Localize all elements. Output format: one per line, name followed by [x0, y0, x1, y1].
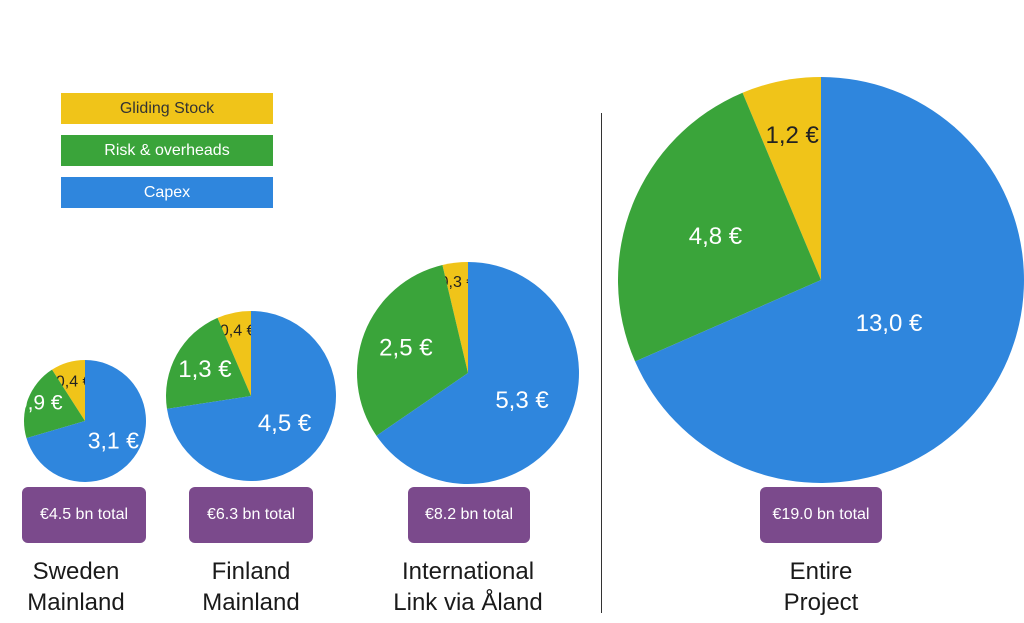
pie-slice-label: 13,0 €: [856, 310, 923, 337]
total-badge-international: €8.2 bn total: [408, 487, 530, 543]
pie-slice-risk-overheads: [618, 92, 821, 362]
pie-slice-label: 2,5 €: [379, 334, 433, 361]
legend-risk-overheads: Risk & overheads: [61, 135, 273, 166]
pie-slice-risk-overheads: [166, 317, 251, 409]
pie-slice-gliding-stock: [742, 77, 821, 280]
pie-slice-label: 0,4 €: [220, 322, 256, 339]
chart-name-line2: Project: [783, 589, 859, 616]
pie-slice-label: 0,9 €: [16, 391, 63, 414]
pie-slice-capex: [376, 262, 580, 485]
chart-name-line1: International: [401, 558, 535, 585]
pie-slice-label: 4,8 €: [689, 223, 743, 250]
total-badge-finland: €6.3 bn total: [189, 487, 313, 543]
chart-name-sweden: Sweden Mainland: [0, 556, 186, 618]
pie-slice-gliding-stock: [52, 360, 85, 421]
chart-name-line1: Sweden: [32, 558, 120, 585]
legend-capex: Capex: [61, 177, 273, 208]
chart-name-line1: Entire: [789, 558, 853, 585]
chart-name-line2: Mainland: [27, 589, 125, 616]
pie-slice-capex: [26, 360, 146, 482]
chart-name-finland: Finland Mainland: [141, 556, 361, 618]
pie-slice-label: 0,3 €: [440, 274, 476, 291]
pie-slice-capex: [166, 311, 336, 481]
total-badge-entire: €19.0 bn total: [760, 487, 882, 543]
legend-gliding-stock: Gliding Stock: [61, 93, 273, 124]
section-divider: [601, 113, 602, 613]
pie-slice-gliding-stock: [442, 262, 468, 373]
pie-slice-gliding-stock: [217, 311, 251, 396]
pie-slice-capex: [635, 77, 1024, 484]
chart-name-entire: Entire Project: [711, 556, 931, 618]
pie-slice-risk-overheads: [23, 369, 85, 439]
pie-slice-label: 0,4 €: [56, 374, 92, 391]
chart-name-line2: Link via Åland: [393, 589, 543, 616]
pie-slice-label: 4,5 €: [258, 410, 312, 437]
pie-slice-risk-overheads: [357, 264, 468, 436]
chart-name-international: International Link via Åland: [358, 556, 578, 618]
chart-name-line2: Mainland: [202, 589, 300, 616]
pie-slice-label: 1,3 €: [178, 356, 232, 383]
pie-slice-label: 5,3 €: [495, 387, 549, 414]
pie-slice-label: 1,2 €: [765, 122, 819, 149]
total-badge-sweden: €4.5 bn total: [22, 487, 146, 543]
pie-slice-label: 3,1 €: [88, 427, 139, 453]
chart-name-line1: Finland: [211, 558, 291, 585]
